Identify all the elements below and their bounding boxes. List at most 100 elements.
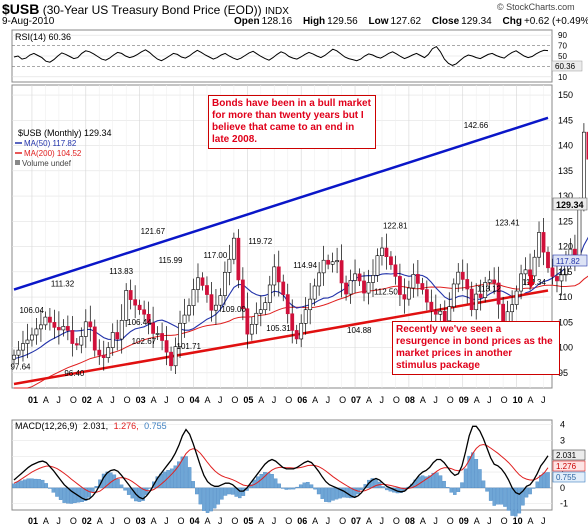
x-axis-label: A [43,395,49,405]
candle-body [61,326,66,331]
macd-hist-bar [521,487,525,506]
macd-badge-box [552,449,586,461]
x-axis-label: 03 [136,395,146,405]
candle-body [137,304,142,311]
macd-hist-bar [177,461,181,489]
candle-body [47,316,52,323]
candle-body [236,237,241,281]
x-axis-label: 06 [297,516,307,526]
x-axis-label: O [501,516,508,526]
x-axis-label: A [151,516,157,526]
price-value-label: 104.88 [347,326,372,335]
candle-body [406,287,411,300]
macd-hist-bar [295,486,299,489]
x-axis-label: O [393,516,400,526]
price-value-label: 115.99 [159,256,183,265]
x-axis-label: O [339,395,346,405]
candle-body [460,271,465,280]
candle-body [70,330,75,344]
macd-hist-bar [238,487,242,499]
macd-badge: 2.031 [556,451,577,460]
candle-body [312,285,317,300]
macd-label: MACD(12,26,9) 2.031, 1.276, 0.755 [15,421,167,431]
candle-body [514,290,519,305]
x-axis-label: A [258,395,264,405]
macd-hist-bar [112,474,117,489]
macd-hist-bar [230,487,235,495]
price-tick-label: 100 [558,343,573,353]
x-axis-label: A [474,395,480,405]
candle-body [124,290,129,321]
x-axis-label: A [366,516,372,526]
x-axis-label: 09 [459,395,469,405]
candle-body [25,339,30,344]
price-tick-label: 125 [558,216,573,226]
macd-hist-bar [499,487,504,505]
price-value-label: 113.83 [109,267,133,276]
macd-hist-bar [212,487,217,509]
x-axis-label: A [528,395,534,405]
annotation-resurgence: Recently we've seen a resurgence in bond… [392,321,560,375]
close-label: Close [431,16,460,27]
high-value: 129.56 [327,16,358,27]
price-tick-label: 115 [558,267,572,277]
x-axis-label: O [124,516,131,526]
macd-hist-bar [144,487,149,495]
macd-hist-bar [191,481,195,489]
x-axis-label: J [379,516,384,526]
candle-body [433,310,438,315]
candle-body [214,304,218,311]
x-axis-label: A [258,516,264,526]
x-axis-label: O [285,516,292,526]
macd-hist-bar [209,487,213,512]
price-value-label: 97.64 [10,363,31,372]
legend-price: $USB (Monthly) 129.34 [18,128,112,138]
blue-trendline [13,116,549,291]
macd-hist-bar [83,487,88,501]
macd-hist-bar [492,487,496,506]
legend-volume-swatch [15,160,20,165]
macd-hist-bar [263,472,267,489]
macd-hist-bar [116,478,120,489]
open-label: Open [234,16,260,27]
macd-hist-bar [338,487,342,499]
macd-hist-bar [438,475,443,489]
x-axis-label: J [56,516,61,526]
candle-body [16,349,21,356]
candle-body [30,334,34,341]
x-axis-label: 07 [351,395,361,405]
open-value: 128.16 [261,16,293,27]
x-axis-label: O [447,516,454,526]
price-value-label: 109.00 [221,305,246,314]
macd-hist-bar [316,487,321,495]
x-axis-label: J [218,395,223,405]
macd-hist-bar [130,487,135,499]
candle-body [169,351,173,367]
macd-hist-bar [359,487,364,490]
candle-body [164,340,169,353]
rsi-line [13,45,549,66]
macd-hist-bar [195,487,199,495]
macd-hist-bar [470,452,475,489]
macd-label-hist: 0.755 [144,421,167,431]
x-axis-label: A [420,516,426,526]
price-value-label: 112.50 [374,287,398,296]
macd-hist-bar [370,478,375,489]
candle-body [335,260,339,263]
macd-hist-bar [291,487,296,490]
macd-hist-bar [546,472,550,489]
macd-hist-bar [524,487,529,498]
signal-badge-box [552,460,586,472]
x-axis-label: J [326,395,331,405]
macd-hist-bar [381,486,385,489]
price-tick-label: 95 [558,368,568,378]
ma200-line [14,275,588,389]
up-arrow-icon [527,275,535,288]
candle-body [577,202,582,259]
candle-body [128,290,133,300]
macd-hist-bar [270,473,274,489]
x-axis-label: 05 [243,516,253,526]
x-axis-label: 10 [513,395,523,405]
chart-date: 9-Aug-2010 [2,16,55,27]
